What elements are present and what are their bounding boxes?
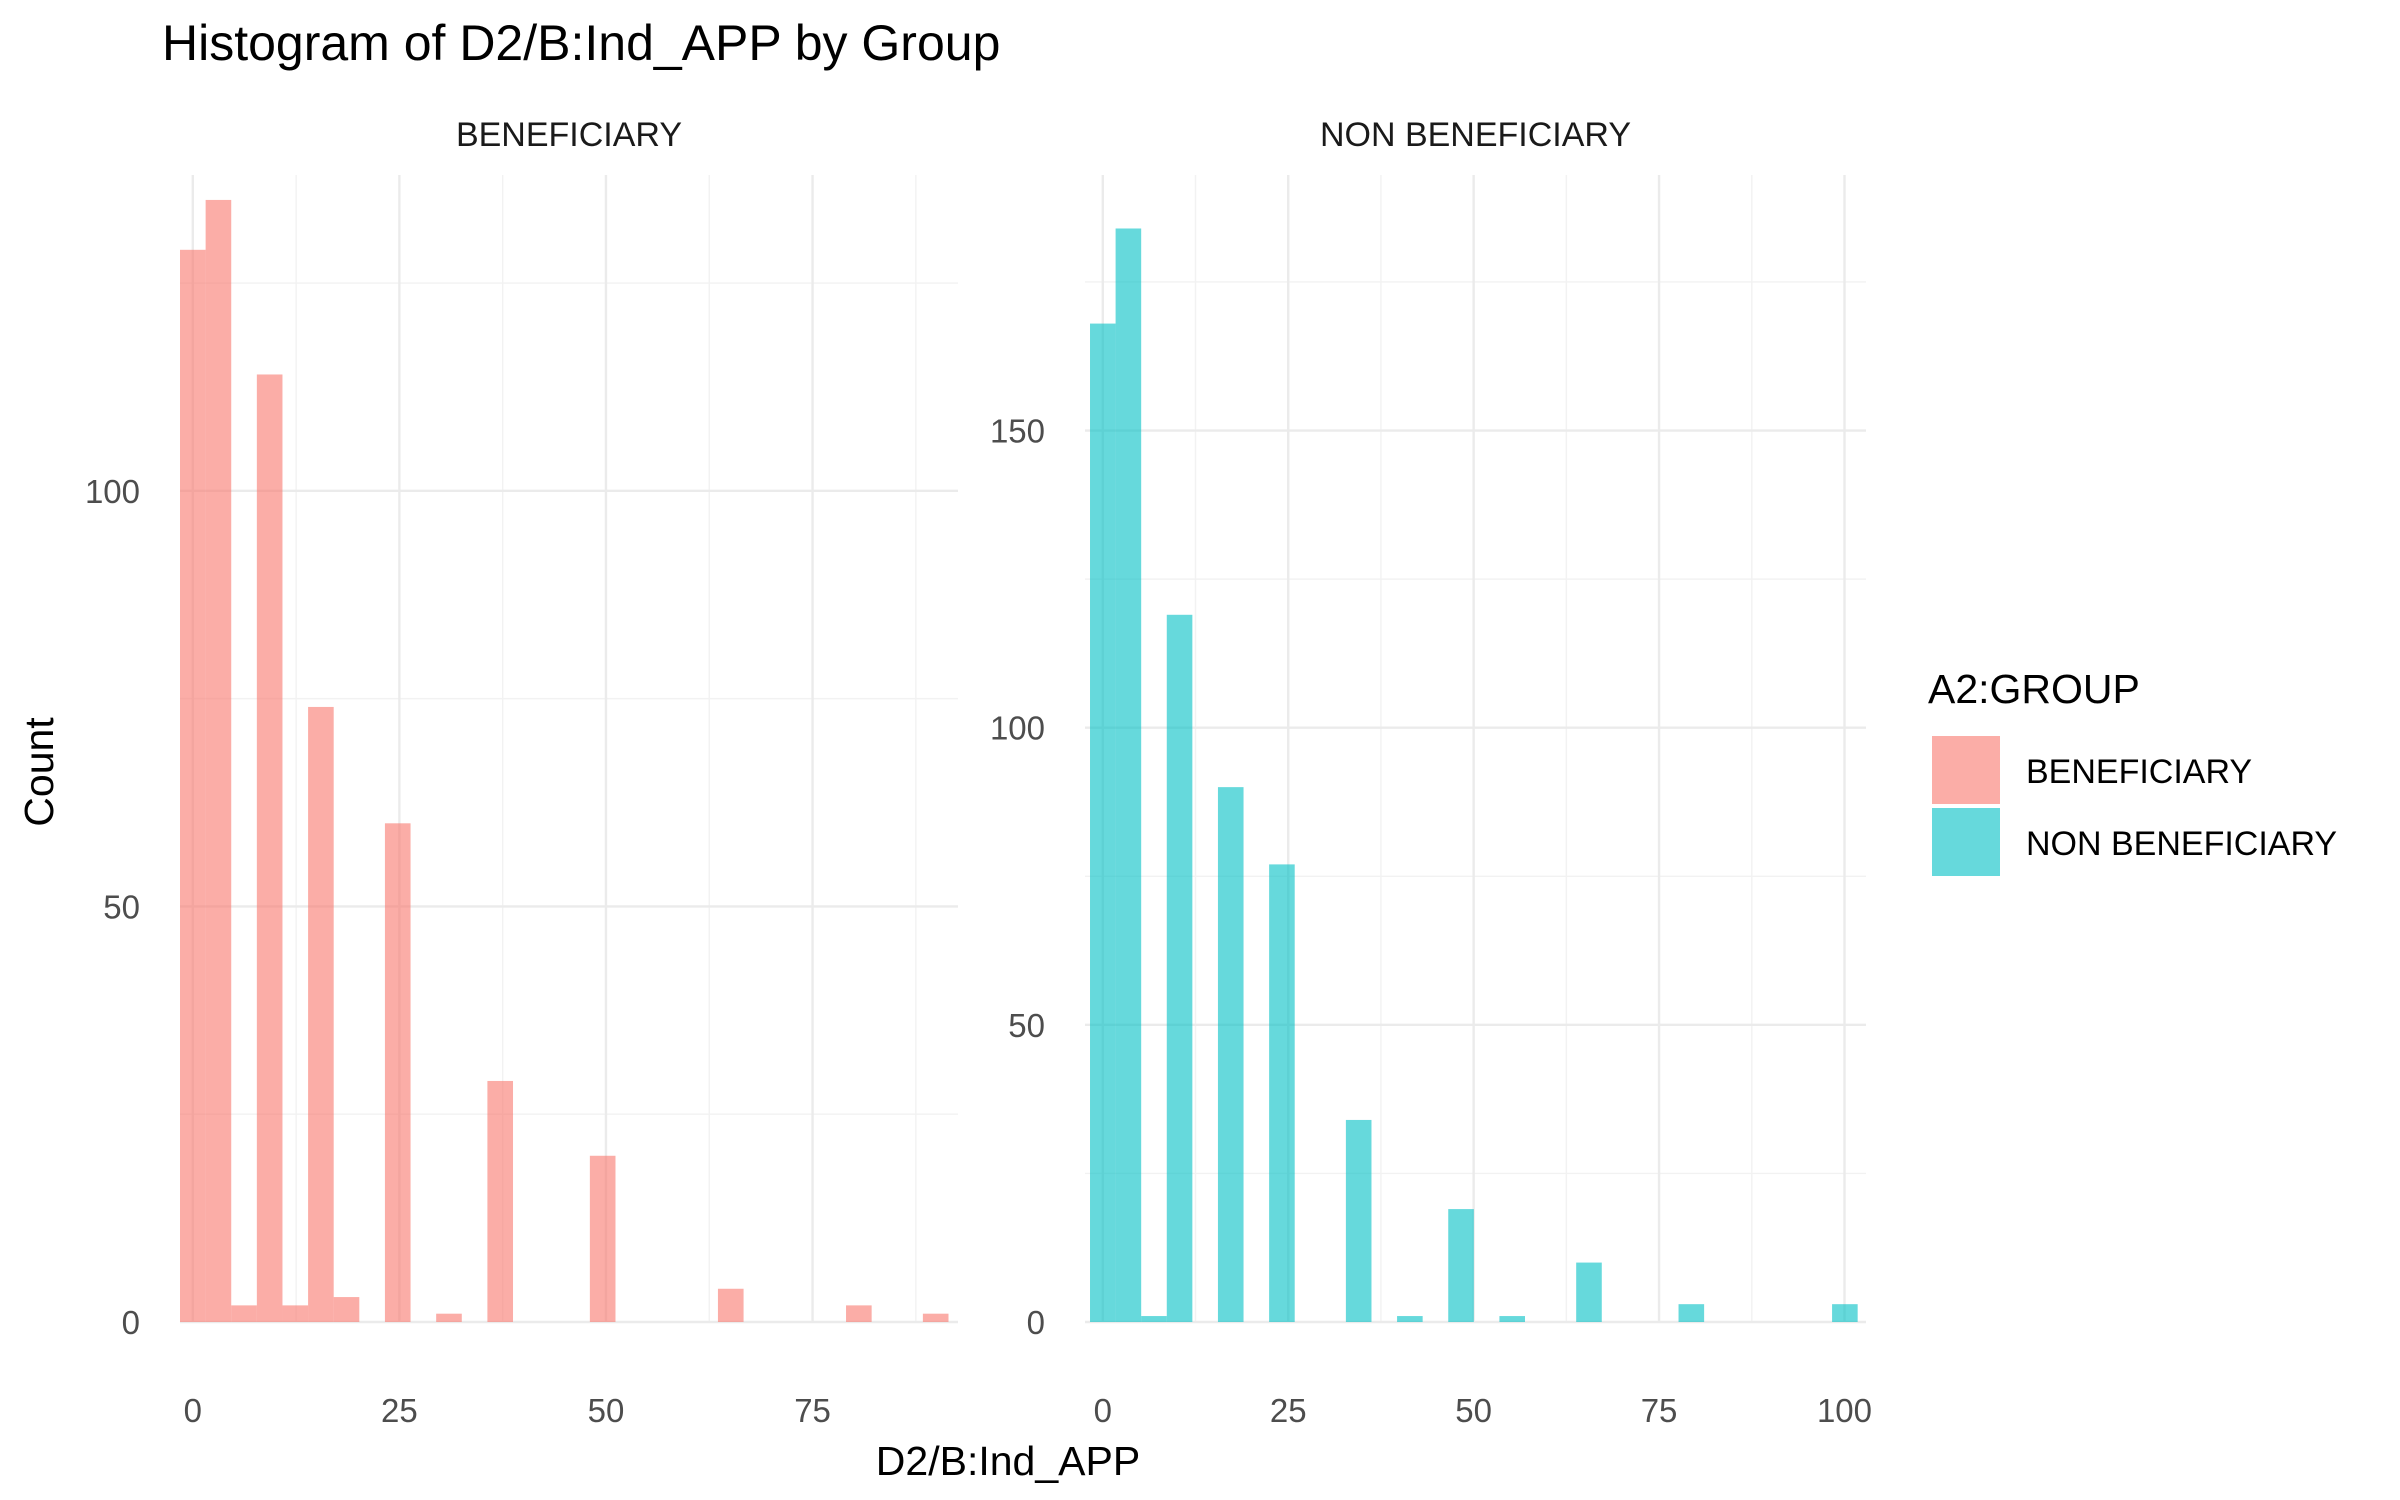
facet-strip-label: NON BENEFICIARY [1320,116,1631,154]
facet-strip-label: BENEFICIARY [456,116,682,154]
gridlines [180,175,958,1324]
histogram-bar [589,1155,616,1322]
legend: A2:GROUP BENEFICIARY NON BENEFICIARY [1928,666,2337,876]
legend-label-beneficiary: BENEFICIARY [2026,753,2252,791]
histogram-bar [384,823,411,1322]
chart-title: Histogram of D2/B:Ind_APP by Group [162,15,1000,71]
histogram-bar [333,1297,360,1322]
legend-label-non-beneficiary: NON BENEFICIARY [2026,825,2337,863]
histogram-bar [1499,1316,1526,1322]
x-tick-label: 0 [1094,1392,1112,1429]
gridlines [1085,175,1866,1324]
histogram-bar [436,1313,462,1322]
histogram-bar [1141,1316,1167,1322]
histogram-bar [1166,614,1193,1322]
y-tick-label: 50 [103,888,140,925]
tick-labels: 0 25 50 75 100 0 50 100 150 [990,413,1872,1429]
histogram-bar [256,374,283,1322]
y-tick-label: 0 [1027,1304,1045,1341]
y-tick-label: 150 [990,413,1045,450]
histogram-bar [282,1305,309,1322]
y-axis-title: Count [16,717,62,827]
histogram-bar [308,706,334,1322]
tick-labels: 0 25 50 75 0 50 100 [85,473,831,1429]
histogram-bar [717,1288,744,1322]
x-tick-label: 50 [588,1392,625,1429]
histogram-bar [1397,1316,1423,1322]
x-tick-label: 25 [1270,1392,1307,1429]
x-tick-label: 75 [1641,1392,1678,1429]
histogram-bar [1345,1119,1372,1322]
histogram-bar [1832,1304,1858,1322]
x-axis-title: D2/B:Ind_APP [876,1438,1140,1484]
histogram-bar [487,1080,514,1322]
facet-panel-non-beneficiary: NON BENEFICIARY 0 25 50 75 100 0 50 100 150 [990,116,1872,1429]
x-tick-label: 50 [1455,1392,1492,1429]
histogram-bars [1090,228,1858,1322]
facet-panel-beneficiary: BENEFICIARY 0 25 50 75 0 50 100 [85,116,958,1429]
legend-key-non-beneficiary [1932,808,2000,876]
legend-title: A2:GROUP [1928,666,2140,712]
y-tick-label: 100 [990,710,1045,747]
y-tick-label: 0 [122,1304,140,1341]
histogram-bars [180,199,949,1323]
histogram-bar [1115,228,1142,1322]
histogram-bar [1090,323,1116,1322]
histogram-bar [231,1305,257,1322]
x-tick-label: 75 [794,1392,831,1429]
histogram-bar [1269,864,1295,1322]
legend-key-beneficiary [1932,736,2000,804]
x-tick-label: 100 [1817,1392,1872,1429]
histogram-bar [1576,1262,1602,1322]
histogram-bar [1217,787,1244,1322]
histogram-bar [1448,1209,1474,1322]
histogram-bar [180,249,206,1323]
histogram-bar [846,1305,872,1322]
x-tick-label: 0 [184,1392,202,1429]
histogram-bar [1678,1304,1705,1322]
histogram-bar [922,1313,949,1322]
x-tick-label: 25 [381,1392,418,1429]
y-tick-label: 100 [85,473,140,510]
y-tick-label: 50 [1008,1007,1045,1044]
histogram-bar [205,199,232,1322]
